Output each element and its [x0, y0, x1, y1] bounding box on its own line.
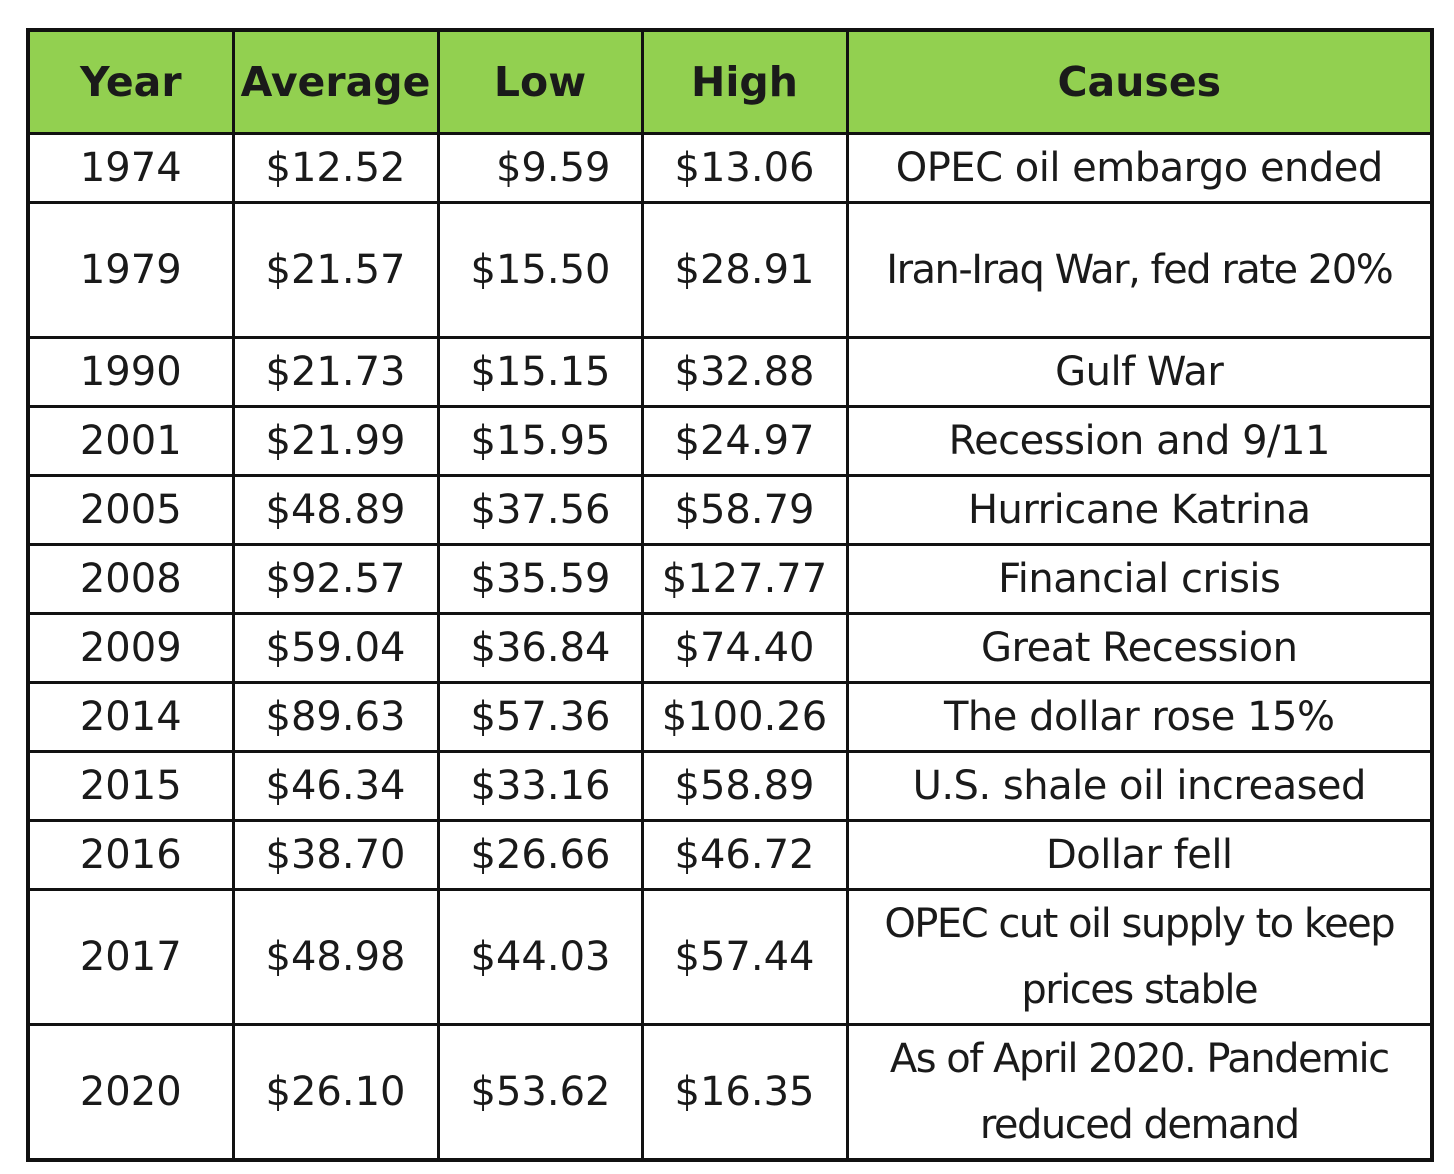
cell-year: 2001 — [26, 405, 235, 477]
cell-average: $89.63 — [231, 681, 440, 753]
cell-average: $59.04 — [231, 612, 440, 684]
cell-year: 2020 — [26, 1023, 235, 1162]
cell-cause: Financial crisis — [845, 543, 1434, 615]
cell-cause: As of April 2020. Pandemic reduced deman… — [845, 1023, 1434, 1162]
header-year: Year — [26, 28, 235, 135]
cell-year: 2008 — [26, 543, 235, 615]
cell-high: $58.79 — [640, 474, 849, 546]
cell-cause: Dollar fell — [845, 819, 1434, 891]
table-row: 2001 $21.99 $15.95 $24.97 Recession and … — [26, 405, 1434, 477]
cell-low: $53.62 — [436, 1023, 644, 1162]
cell-high: $100.26 — [640, 681, 849, 753]
table-row: 2017 $48.98 $44.03 $57.44 OPEC cut oil s… — [26, 888, 1434, 1026]
cell-low: $9.59 — [436, 132, 644, 204]
header-row: Year Average Low High Causes — [26, 28, 1434, 135]
cell-low: $57.36 — [436, 681, 644, 753]
cell-cause: Great Recession — [845, 612, 1434, 684]
cell-high: $28.91 — [640, 201, 849, 339]
table-row: 2016 $38.70 $26.66 $46.72 Dollar fell — [26, 819, 1434, 891]
cell-low: $15.95 — [436, 405, 644, 477]
cell-year: 2017 — [26, 888, 235, 1026]
oil-price-table: Year Average Low High Causes 1974 $12.52… — [26, 28, 1434, 1162]
header-low: Low — [436, 28, 644, 135]
header-high: High — [640, 28, 849, 135]
cell-average: $12.52 — [231, 132, 440, 204]
table-row: 2020 $26.10 $53.62 $16.35 As of April 20… — [26, 1023, 1434, 1162]
cell-year: 1974 — [26, 132, 235, 204]
cell-average: $92.57 — [231, 543, 440, 615]
cell-cause: OPEC cut oil supply to keep prices stabl… — [845, 888, 1434, 1026]
cell-average: $38.70 — [231, 819, 440, 891]
cell-low: $15.50 — [436, 201, 644, 339]
table-row: 2009 $59.04 $36.84 $74.40 Great Recessio… — [26, 612, 1434, 684]
cell-year: 2005 — [26, 474, 235, 546]
table-row: 1979 $21.57 $15.50 $28.91 Iran-Iraq War,… — [26, 201, 1434, 339]
cell-average: $46.34 — [231, 750, 440, 822]
cell-high: $74.40 — [640, 612, 849, 684]
table-row: 1990 $21.73 $15.15 $32.88 Gulf War — [26, 336, 1434, 408]
cell-average: $48.98 — [231, 888, 440, 1026]
table-row: 1974 $12.52 $9.59 $13.06 OPEC oil embarg… — [26, 132, 1434, 204]
cell-year: 2016 — [26, 819, 235, 891]
cell-low: $35.59 — [436, 543, 644, 615]
cell-low: $33.16 — [436, 750, 644, 822]
table-row: 2008 $92.57 $35.59 $127.77 Financial cri… — [26, 543, 1434, 615]
cell-cause: Hurricane Katrina — [845, 474, 1434, 546]
cell-cause: Gulf War — [845, 336, 1434, 408]
table-row: 2005 $48.89 $37.56 $58.79 Hurricane Katr… — [26, 474, 1434, 546]
cell-year: 2014 — [26, 681, 235, 753]
cell-low: $37.56 — [436, 474, 644, 546]
cell-cause: OPEC oil embargo ended — [845, 132, 1434, 204]
cell-high: $32.88 — [640, 336, 849, 408]
cell-low: $26.66 — [436, 819, 644, 891]
cell-high: $46.72 — [640, 819, 849, 891]
cell-cause: Iran-Iraq War, fed rate 20% — [845, 201, 1434, 339]
table-row: 2015 $46.34 $33.16 $58.89 U.S. shale oil… — [26, 750, 1434, 822]
cell-high: $57.44 — [640, 888, 849, 1026]
cell-year: 1990 — [26, 336, 235, 408]
cell-low: $36.84 — [436, 612, 644, 684]
cell-high: $127.77 — [640, 543, 849, 615]
cell-high: $13.06 — [640, 132, 849, 204]
table-body: 1974 $12.52 $9.59 $13.06 OPEC oil embarg… — [26, 132, 1434, 1162]
cell-low: $44.03 — [436, 888, 644, 1026]
cell-cause: The dollar rose 15% — [845, 681, 1434, 753]
cell-average: $21.99 — [231, 405, 440, 477]
cell-average: $26.10 — [231, 1023, 440, 1162]
cell-year: 2015 — [26, 750, 235, 822]
table-header: Year Average Low High Causes — [26, 28, 1434, 135]
cell-high: $16.35 — [640, 1023, 849, 1162]
cell-average: $48.89 — [231, 474, 440, 546]
header-average: Average — [231, 28, 440, 135]
table-row: 2014 $89.63 $57.36 $100.26 The dollar ro… — [26, 681, 1434, 753]
cell-high: $58.89 — [640, 750, 849, 822]
cell-high: $24.97 — [640, 405, 849, 477]
cell-year: 1979 — [26, 201, 235, 339]
cell-cause: Recession and 9/11 — [845, 405, 1434, 477]
cell-low: $15.15 — [436, 336, 644, 408]
cell-cause: U.S. shale oil increased — [845, 750, 1434, 822]
cell-average: $21.73 — [231, 336, 440, 408]
cell-average: $21.57 — [231, 201, 440, 339]
cell-year: 2009 — [26, 612, 235, 684]
header-causes: Causes — [845, 28, 1434, 135]
